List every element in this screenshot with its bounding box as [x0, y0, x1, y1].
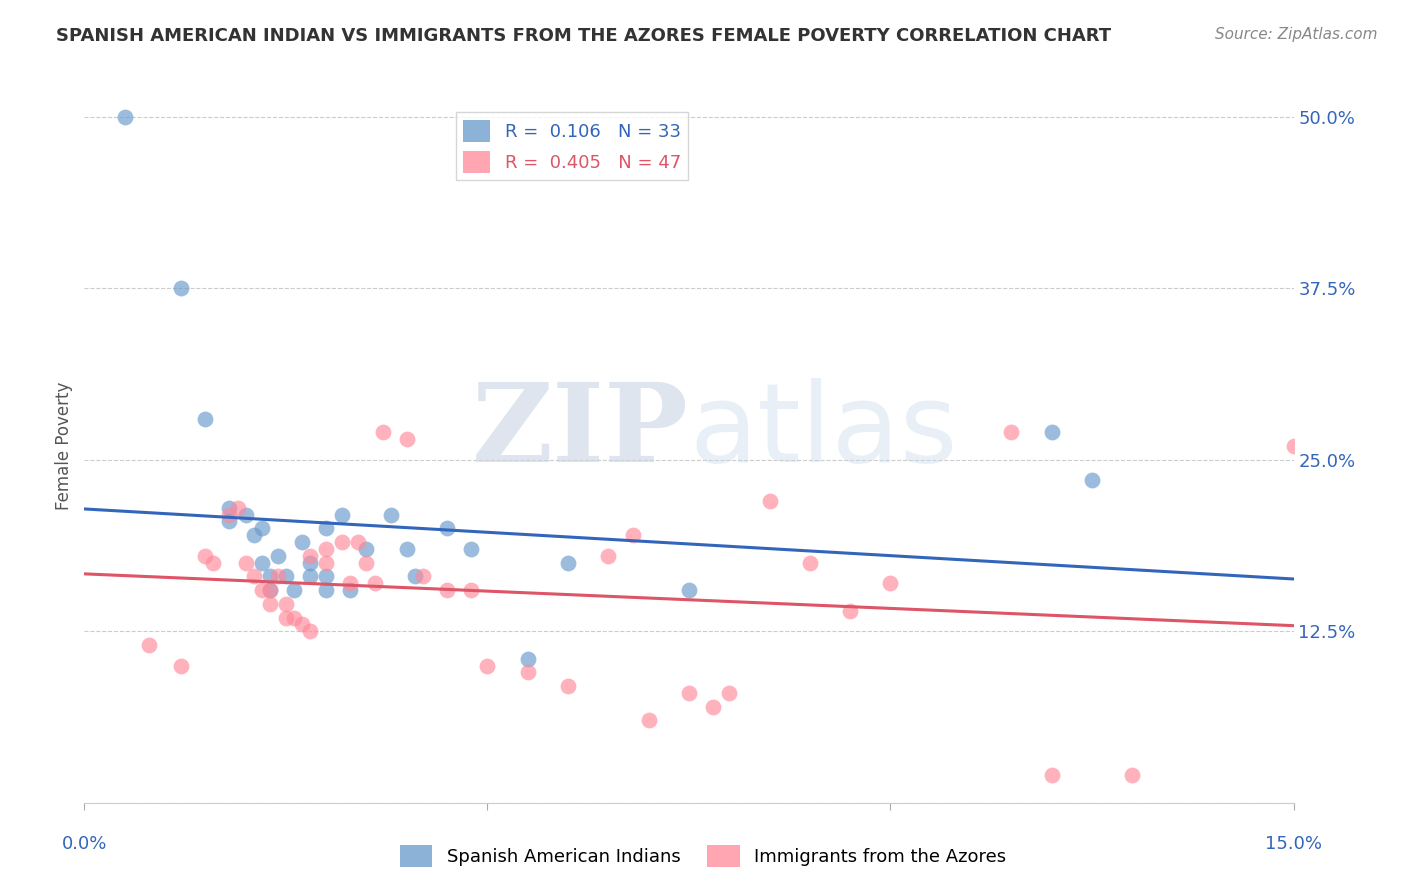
- Point: [598, 549, 620, 563]
- Point: [259, 583, 281, 598]
- Point: [283, 610, 305, 624]
- Text: atlas: atlas: [689, 378, 957, 485]
- Point: [315, 569, 337, 583]
- Point: [436, 521, 458, 535]
- Point: [259, 583, 281, 598]
- Point: [1040, 768, 1063, 782]
- Point: [299, 569, 322, 583]
- Text: Source: ZipAtlas.com: Source: ZipAtlas.com: [1215, 27, 1378, 42]
- Point: [194, 549, 217, 563]
- Y-axis label: Female Poverty: Female Poverty: [55, 382, 73, 510]
- Point: [758, 494, 780, 508]
- Point: [1040, 425, 1063, 440]
- Point: [242, 569, 264, 583]
- Legend: Spanish American Indians, Immigrants from the Azores: Spanish American Indians, Immigrants fro…: [392, 838, 1014, 874]
- Point: [339, 583, 361, 598]
- Point: [516, 651, 538, 665]
- Point: [218, 508, 240, 522]
- Point: [202, 556, 225, 570]
- Point: [557, 679, 579, 693]
- Point: [170, 281, 193, 295]
- Point: [404, 569, 426, 583]
- Point: [678, 686, 700, 700]
- Point: [274, 569, 297, 583]
- Point: [259, 569, 281, 583]
- Point: [194, 411, 217, 425]
- Text: 15.0%: 15.0%: [1265, 835, 1322, 853]
- Point: [330, 508, 353, 522]
- Point: [250, 556, 273, 570]
- Point: [274, 597, 297, 611]
- Point: [1000, 425, 1022, 440]
- Point: [267, 569, 290, 583]
- Point: [218, 515, 240, 529]
- Point: [226, 500, 249, 515]
- Point: [259, 597, 281, 611]
- Point: [371, 425, 394, 440]
- Point: [242, 528, 264, 542]
- Point: [291, 617, 314, 632]
- Text: SPANISH AMERICAN INDIAN VS IMMIGRANTS FROM THE AZORES FEMALE POVERTY CORRELATION: SPANISH AMERICAN INDIAN VS IMMIGRANTS FR…: [56, 27, 1111, 45]
- Point: [412, 569, 434, 583]
- Point: [702, 699, 724, 714]
- Point: [250, 583, 273, 598]
- Point: [330, 535, 353, 549]
- Point: [363, 576, 385, 591]
- Point: [1282, 439, 1305, 453]
- Point: [356, 556, 378, 570]
- Point: [170, 658, 193, 673]
- Text: ZIP: ZIP: [472, 378, 689, 485]
- Point: [274, 610, 297, 624]
- Point: [395, 432, 418, 446]
- Point: [1081, 473, 1104, 487]
- Point: [235, 556, 257, 570]
- Point: [250, 521, 273, 535]
- Point: [460, 583, 482, 598]
- Point: [395, 541, 418, 556]
- Point: [460, 541, 482, 556]
- Point: [315, 583, 337, 598]
- Point: [114, 110, 136, 124]
- Point: [315, 541, 337, 556]
- Point: [477, 658, 499, 673]
- Point: [299, 624, 322, 639]
- Point: [138, 638, 160, 652]
- Point: [678, 583, 700, 598]
- Point: [218, 500, 240, 515]
- Point: [557, 556, 579, 570]
- Point: [879, 576, 901, 591]
- Point: [799, 556, 821, 570]
- Point: [839, 604, 862, 618]
- Point: [637, 714, 659, 728]
- Legend: R =  0.106   N = 33, R =  0.405   N = 47: R = 0.106 N = 33, R = 0.405 N = 47: [456, 112, 689, 180]
- Point: [380, 508, 402, 522]
- Point: [339, 576, 361, 591]
- Point: [283, 583, 305, 598]
- Point: [315, 556, 337, 570]
- Point: [315, 521, 337, 535]
- Point: [235, 508, 257, 522]
- Point: [356, 541, 378, 556]
- Point: [516, 665, 538, 680]
- Point: [299, 549, 322, 563]
- Point: [1121, 768, 1143, 782]
- Point: [267, 549, 290, 563]
- Point: [347, 535, 370, 549]
- Text: 0.0%: 0.0%: [62, 835, 107, 853]
- Point: [291, 535, 314, 549]
- Point: [621, 528, 644, 542]
- Point: [436, 583, 458, 598]
- Point: [299, 556, 322, 570]
- Point: [718, 686, 741, 700]
